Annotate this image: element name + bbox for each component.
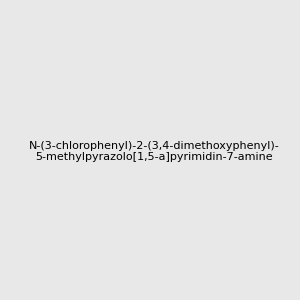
Text: N-(3-chlorophenyl)-2-(3,4-dimethoxyphenyl)-
5-methylpyrazolo[1,5-a]pyrimidin-7-a: N-(3-chlorophenyl)-2-(3,4-dimethoxypheny… bbox=[28, 141, 279, 162]
